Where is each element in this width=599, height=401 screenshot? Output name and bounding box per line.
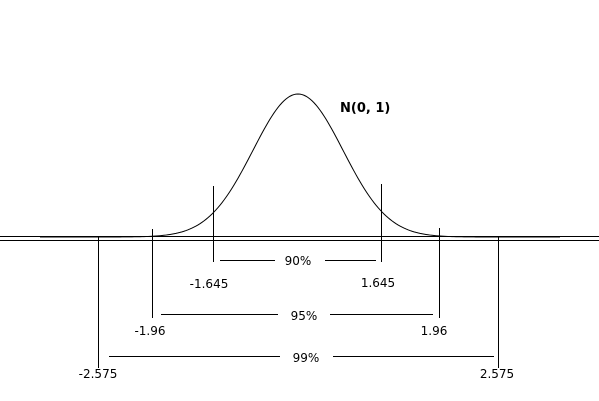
pct-label-99: 99% <box>293 351 320 365</box>
bell-curve <box>40 93 560 238</box>
lower-label-95: -1.96 <box>134 324 165 338</box>
pct-label-90: 90% <box>285 254 312 268</box>
upper-label-99: 2.575 <box>480 367 514 381</box>
lower-label-99: -2.575 <box>79 367 118 381</box>
upper-label-90: 1.645 <box>361 276 395 290</box>
interval-90: 90% -1.645 1.645 <box>190 184 395 291</box>
interval-99: 99% -2.575 2.575 <box>79 237 514 381</box>
upper-label-95: 1.96 <box>421 324 448 338</box>
distribution-label: N(0, 1) <box>340 101 390 116</box>
pct-label-95: 95% <box>291 309 318 323</box>
lower-label-90: -1.645 <box>190 277 229 291</box>
interval-95: 95% -1.96 1.96 <box>134 228 447 338</box>
